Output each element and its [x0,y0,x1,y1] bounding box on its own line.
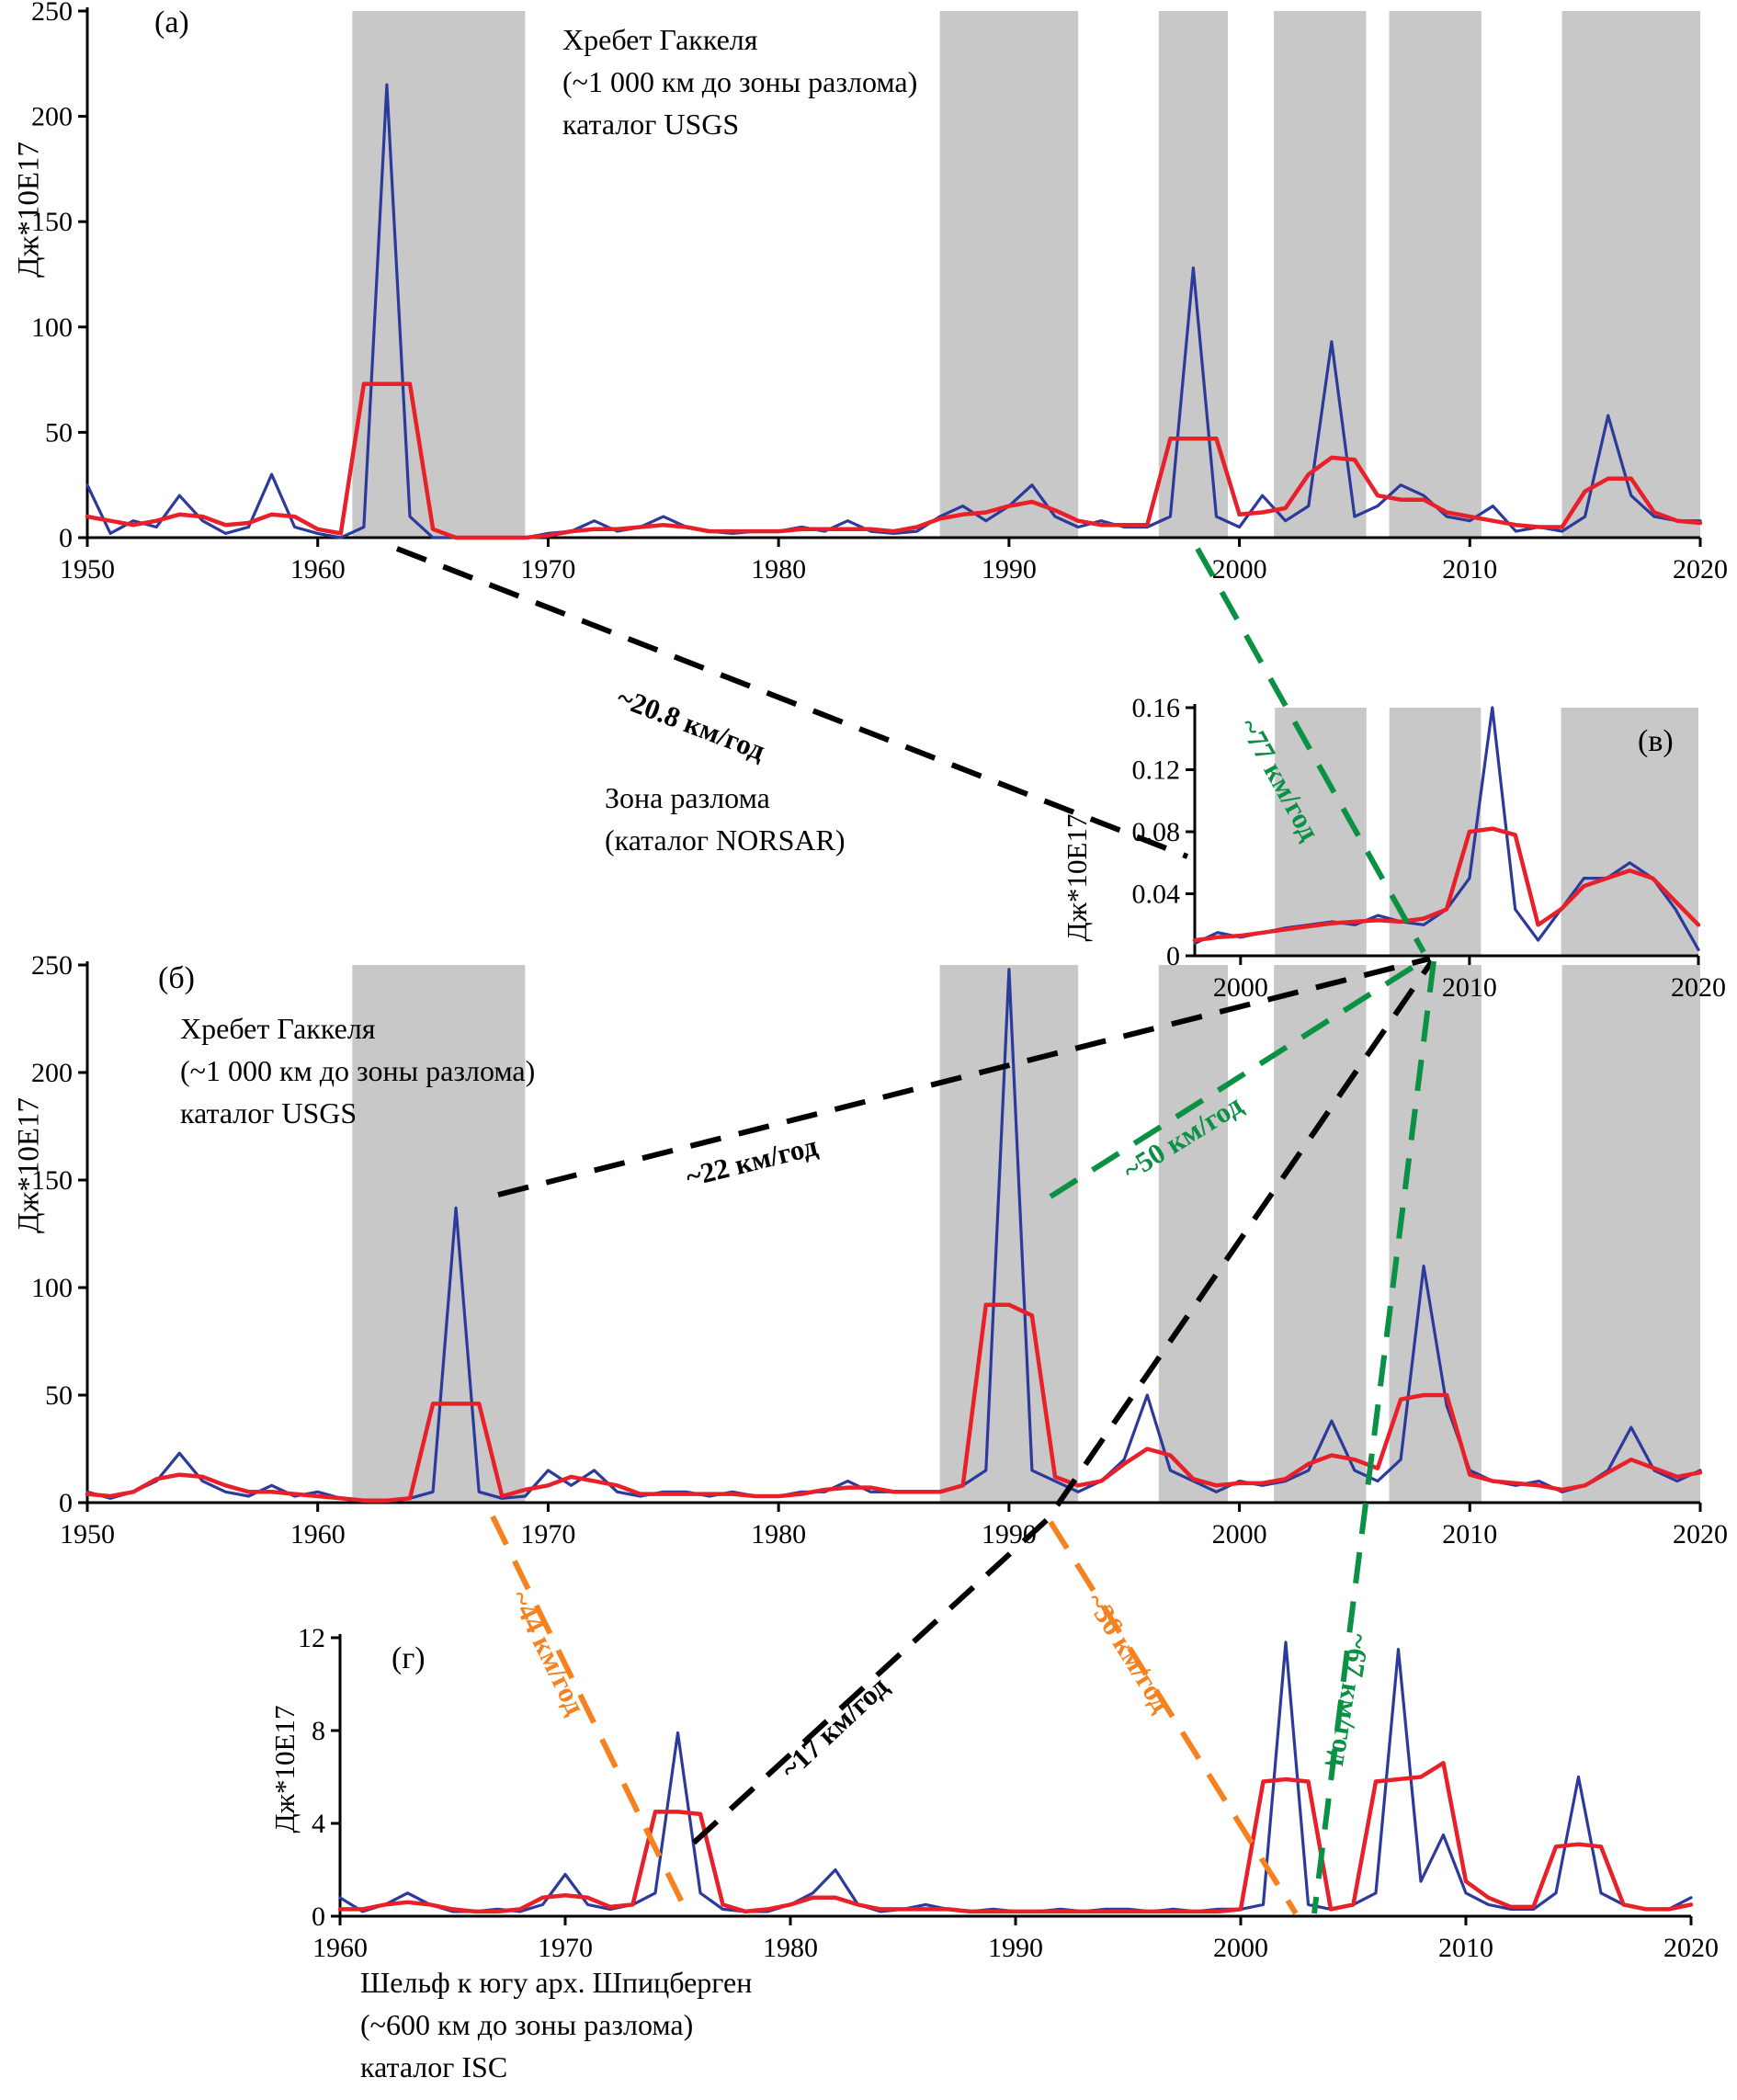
shaded-period-band [1561,11,1700,538]
panel-v-title-line2: (каталог NORSAR) [605,823,846,857]
x-tick-label: 1990 [988,1933,1043,1963]
panel-b-title: Хребет Гаккеля (~1 000 км до зоны разлом… [180,1007,535,1134]
y-tick-label: 100 [31,312,73,343]
x-tick-label: 2020 [1673,1519,1728,1549]
panel-a-title-line3: каталог USGS [562,108,740,141]
y-tick-label: 0 [312,1901,325,1932]
x-tick-label: 1960 [290,554,346,585]
panel-a-ylabel: Дж*10E17 [12,142,46,278]
panel-a: 1950 1960 1970 1980 1990 2000 2010 2020 0 50 100 15… [31,0,1728,585]
y-tick-label: 0 [1166,941,1180,971]
panel-g: 1960 1970 1980 1990 2000 2010 2020 0 4 8 12 [298,1623,1719,1963]
y-tick-label: 0.04 [1132,880,1181,910]
panel-a-label: (а) [154,6,189,40]
x-tick-label: 2020 [1671,972,1726,1003]
y-tick-label: 4 [312,1809,325,1839]
smoothed-energy-line-v [1192,826,1701,943]
x-tick-label: 1970 [520,1519,575,1549]
migration-line-g75-to-v [691,959,1435,1845]
x-tick-label: 1960 [312,1933,368,1963]
panel-g-label: (г) [392,1641,426,1675]
migration-line-b90-to-v [1049,956,1428,1199]
panel-b-title-line1: Хребет Гаккеля [180,1012,376,1045]
smoothed-energy-line-g [337,1761,1694,1914]
x-tick-label: 2010 [1442,972,1497,1003]
y-tick-label: 100 [31,1273,73,1303]
shaded-period-band [1275,708,1367,956]
x-tick-label: 1980 [751,554,806,585]
shaded-period-band [939,965,1079,1503]
y-tick-label: 0.16 [1132,693,1181,723]
panel-g-caption-line2: (~600 км до зоны разлома) [360,2008,694,2041]
x-tick-label: 2010 [1442,1519,1497,1549]
panel-v-title: Зона разлома (каталог NORSAR) [605,777,846,861]
x-tick-label: 2020 [1663,1933,1719,1963]
x-tick-label: 1950 [60,554,115,585]
panel-a-title-line2: (~1 000 км до зоны разлома) [562,65,918,98]
y-tick-label: 0 [59,1488,73,1518]
shaded-period-band [939,11,1079,538]
migration-line-a98-to-v [1195,547,1426,954]
panel-b-label: (б) [158,961,195,995]
migration-line-b66-to-g75 [490,1515,690,1915]
shaded-period-band [1389,11,1482,538]
y-tick-label: 200 [31,102,73,132]
migration-line-b90-to-g02 [1048,1520,1299,1915]
shaded-period-band [1158,965,1229,1503]
panel-g-caption-line3: каталог ISC [360,2050,508,2083]
x-tick-label: 1950 [60,1519,115,1549]
y-tick-label: 0.12 [1132,755,1181,786]
panel-g-caption: Шельф к югу арх. Шпицберген (~600 км до … [360,1961,752,2088]
y-tick-label: 50 [45,1380,73,1411]
panel-v-label: (в) [1638,724,1674,758]
panel-a-title-line1: Хребет Гаккеля [562,23,758,56]
shaded-period-band [1389,965,1482,1503]
smoothed-energy-line-b [85,1302,1703,1503]
y-tick-label: 150 [31,1165,73,1196]
y-tick-label: 150 [31,207,73,237]
panel-b: 1950 1960 1970 1980 1990 2000 2010 202005010015… [31,950,1728,1549]
x-tick-label: 2000 [1213,972,1268,1003]
x-tick-label: 2000 [1212,1519,1267,1549]
y-tick-label: 0 [59,523,73,553]
panel-b-title-line3: каталог USGS [180,1096,358,1129]
y-tick-label: 250 [31,950,73,981]
annual-energy-line-g [338,1640,1693,1913]
x-tick-label: 1970 [538,1933,593,1963]
panel-v-title-line1: Зона разлома [605,781,770,814]
x-tick-label: 2010 [1438,1933,1493,1963]
panel-b-ylabel: Дж*10E17 [12,1097,46,1233]
shaded-period-band [1561,708,1698,956]
y-tick-label: 12 [298,1623,325,1653]
x-tick-label: 2020 [1673,554,1728,585]
x-tick-label: 2000 [1213,1933,1268,1963]
x-tick-label: 1980 [763,1933,818,1963]
x-tick-label: 1990 [982,554,1037,585]
panel-a-title: Хребет Гаккеля (~1 000 км до зоны разлом… [562,18,917,145]
y-tick-label: 50 [45,417,73,448]
panel-v-ylabel: Дж*10E17 [1061,813,1093,942]
shaded-period-band [1561,965,1700,1503]
y-tick-label: 200 [31,1058,73,1088]
shaded-period-band [352,11,526,538]
x-tick-label: 1980 [751,1519,806,1549]
shaded-period-band [1274,11,1367,538]
x-tick-label: 2010 [1442,554,1497,585]
migration-line-v-to-g03 [1311,960,1436,1914]
y-tick-label: 8 [312,1716,325,1746]
panel-g-ylabel: Дж*10E17 [268,1705,301,1833]
shaded-period-band [1274,965,1367,1503]
panel-g-caption-line1: Шельф к югу арх. Шпицберген [360,1966,753,1999]
panel-b-title-line2: (~1 000 км до зоны разлома) [180,1054,536,1087]
migration-line-b66-to-v [497,956,1431,1198]
x-tick-label: 1960 [290,1519,346,1549]
smoothed-energy-line-a [85,381,1703,540]
y-tick-label: 250 [31,0,73,27]
migration-line-a63-to-v [395,546,1189,859]
x-tick-label: 1970 [520,554,575,585]
x-tick-label: 2000 [1212,554,1267,585]
